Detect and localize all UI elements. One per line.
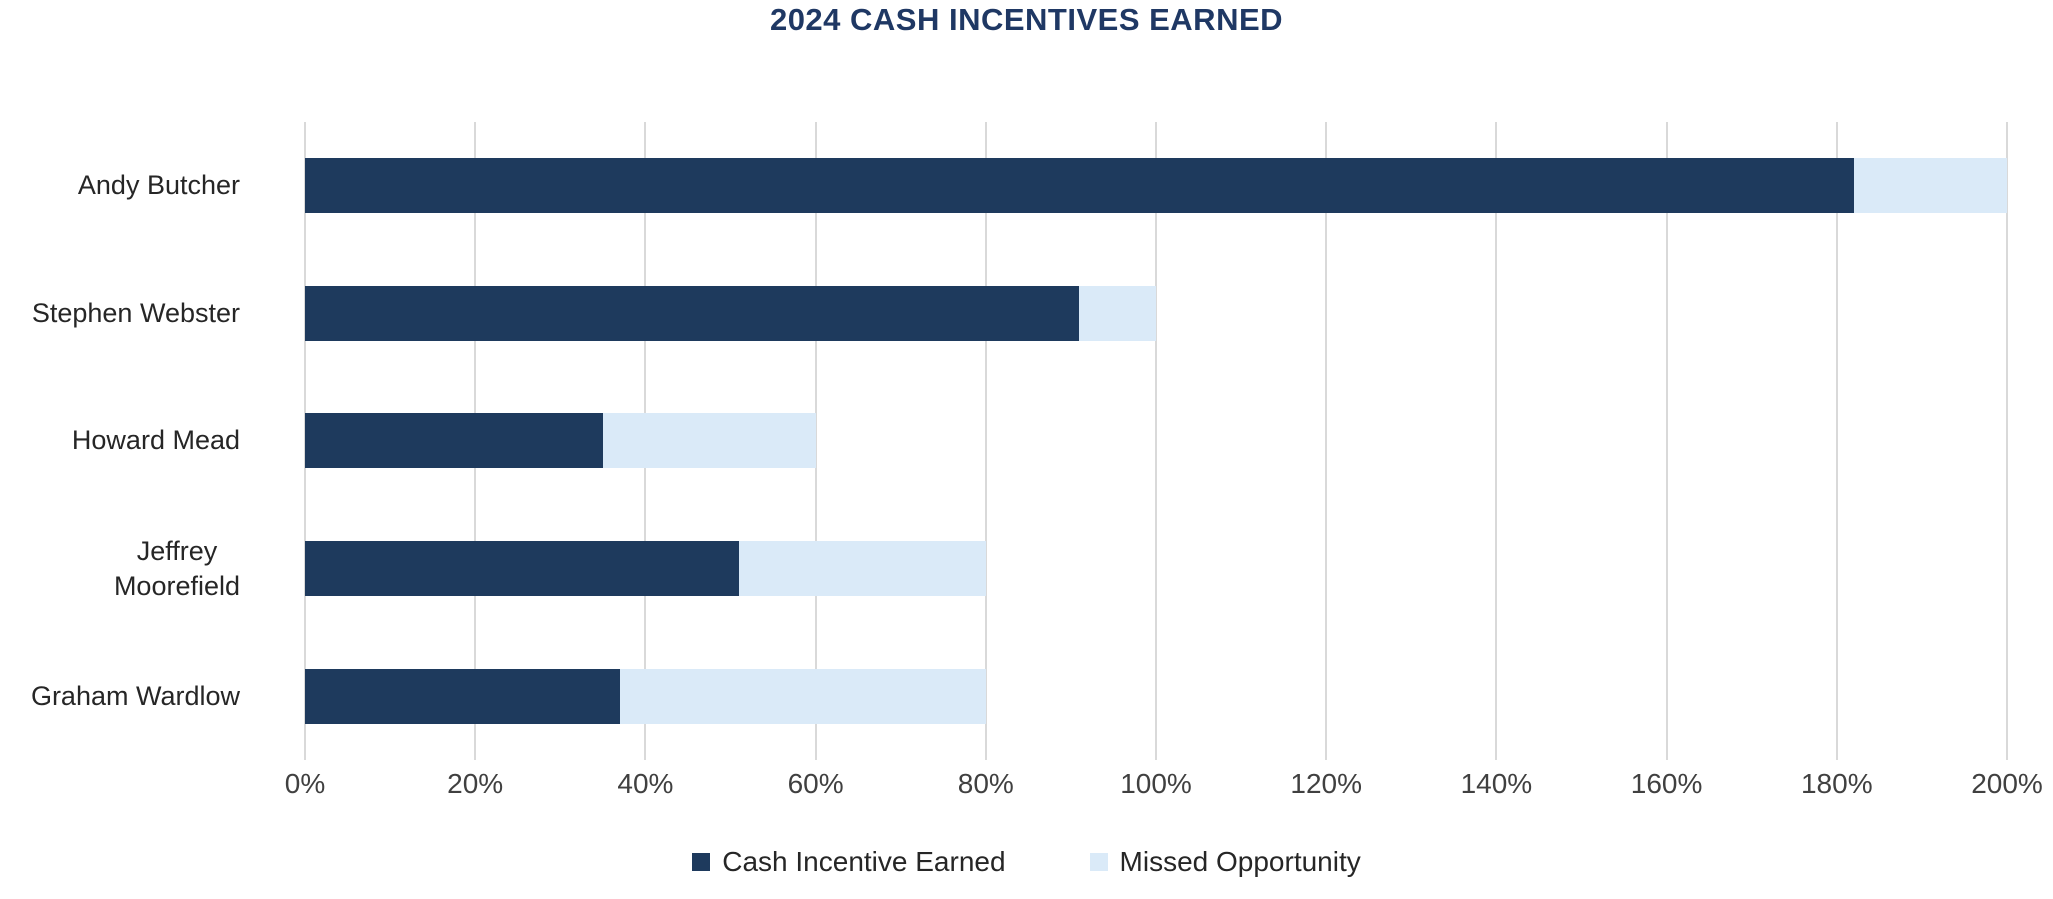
bar-stack <box>305 285 2007 341</box>
gridline <box>984 122 987 760</box>
gridline <box>814 122 817 760</box>
bar-segment-missed-opportunity <box>619 668 986 724</box>
x-axis-tick-label: 200% <box>1971 768 2043 799</box>
bar-segment-cash-incentive-earned <box>305 541 739 597</box>
bar-segment-missed-opportunity <box>602 413 816 469</box>
bar-stack <box>305 668 2007 724</box>
category-label-line: Moorefield <box>113 570 240 601</box>
category-label-line: Howard Mead <box>71 425 240 456</box>
category-axis: Andy Butcher Stephen Webster Howard Mead Je… <box>0 122 240 760</box>
category-label: Jeffrey Moorefield <box>0 505 240 633</box>
category-label-line: Graham Wardlow <box>30 680 240 711</box>
bar-stack <box>305 413 2007 469</box>
bar-segment-cash-incentive-earned <box>305 413 603 469</box>
x-axis-tick-label: 60% <box>787 768 844 799</box>
bar-row <box>305 632 2007 760</box>
x-axis-tick-label: 180% <box>1800 768 1873 799</box>
x-axis-tick-label: 120% <box>1290 768 1362 799</box>
x-axis-tick-label: 100% <box>1120 768 1192 799</box>
legend-label: Cash Incentive Earned <box>722 846 1006 877</box>
category-label: Andy Butcher <box>0 122 240 250</box>
bar-row <box>305 122 2007 250</box>
x-axis-tick-label: 80% <box>957 768 1014 799</box>
gridline <box>1835 122 1838 760</box>
bar-stack <box>305 541 2007 597</box>
bar-segment-cash-incentive-earned <box>305 668 620 724</box>
legend: Cash Incentive Earned Missed Opportunity <box>0 846 2053 878</box>
category-label-line: Andy Butcher <box>77 170 240 201</box>
x-axis-tick-label: 20% <box>447 768 504 799</box>
legend-item-missed-opportunity: Missed Opportunity <box>1089 846 1361 878</box>
x-axis-tick-label: 0% <box>284 768 326 799</box>
gridline <box>1495 122 1498 760</box>
bar-segment-cash-incentive-earned <box>305 285 1080 341</box>
x-axis-tick-label: 140% <box>1460 768 1533 799</box>
x-axis-tick-label: 40% <box>617 768 674 799</box>
bar-segment-cash-incentive-earned <box>305 158 1854 214</box>
category-label-line: Jeffrey <box>136 535 218 566</box>
legend-swatch-cash-incentive-earned <box>692 853 711 871</box>
bar-row <box>305 250 2007 378</box>
legend-item-cash-incentive-earned: Cash Incentive Earned <box>692 846 1006 878</box>
chart-title: 2024 CASH INCENTIVES EARNED <box>769 2 1284 37</box>
bar-segment-missed-opportunity <box>1853 158 2007 214</box>
category-label-line: Stephen Webster <box>31 297 240 328</box>
category-label: Howard Mead <box>0 377 240 505</box>
bar-segment-missed-opportunity <box>739 541 986 597</box>
category-label: Stephen Webster <box>0 250 240 378</box>
gridline <box>1325 122 1328 760</box>
bar-row <box>305 505 2007 633</box>
bar-stack <box>305 158 2007 214</box>
bar-row <box>305 377 2007 505</box>
legend-swatch-missed-opportunity <box>1089 853 1108 871</box>
category-label: Graham Wardlow <box>0 632 240 760</box>
plot-area <box>304 122 2008 760</box>
gridline <box>1665 122 1668 760</box>
gridline <box>2006 122 2008 760</box>
gridline <box>1155 122 1157 760</box>
x-axis-tick-label: 160% <box>1630 768 1703 799</box>
x-axis: 0% 20% 40% 60% 80% 100% 120% 140% 160% 180% 200% <box>285 768 2043 808</box>
bar-segment-missed-opportunity <box>1079 285 1156 341</box>
legend-label: Missed Opportunity <box>1119 846 1361 877</box>
